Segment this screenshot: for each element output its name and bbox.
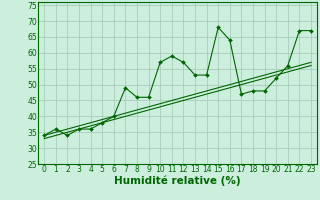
X-axis label: Humidité relative (%): Humidité relative (%) [114,176,241,186]
